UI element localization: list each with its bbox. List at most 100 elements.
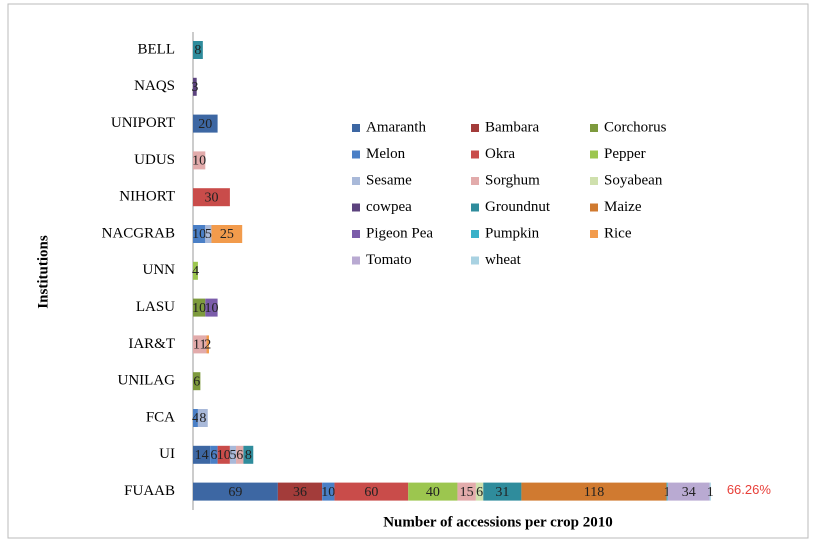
y-tick-label: UNILAG <box>118 373 176 389</box>
data-label: 10 <box>192 227 206 242</box>
legend-swatch <box>590 177 598 185</box>
y-tick-label: IAR&T <box>128 336 175 352</box>
legend-label: Pumpkin <box>485 225 540 241</box>
y-tick-label: UNIPORT <box>111 115 175 131</box>
data-label: 34 <box>682 485 696 500</box>
data-label: 5 <box>229 448 236 463</box>
legend-label: Amaranth <box>366 119 426 135</box>
bar-segment <box>193 114 218 133</box>
y-tick-label: NAQS <box>134 78 175 94</box>
legend-swatch <box>352 203 360 212</box>
data-label: 30 <box>204 190 218 205</box>
bar-segment <box>334 482 409 501</box>
y-tick-label: NACGRAB <box>102 225 175 241</box>
bar-segment <box>217 445 230 464</box>
data-label: 6 <box>236 448 243 463</box>
bar-segment <box>193 445 211 464</box>
data-label: 25 <box>220 227 234 242</box>
legend-swatch <box>471 256 479 265</box>
y-tick-label: UI <box>159 446 175 462</box>
data-label: 36 <box>293 485 307 500</box>
legend-label: Maize <box>604 199 642 215</box>
bar-segment <box>197 409 208 427</box>
legend-label: Okra <box>485 146 515 162</box>
data-label: 6 <box>210 448 217 463</box>
legend-swatch <box>471 230 479 238</box>
x-axis-title: Number of accessions per crop 2010 <box>383 514 613 530</box>
data-label: 15 <box>460 485 474 500</box>
bar-segment <box>206 335 209 354</box>
data-label: 3 <box>191 80 198 95</box>
legend-label: Sorghum <box>485 172 540 188</box>
bar-segment <box>408 482 458 501</box>
legend-swatch <box>352 124 360 132</box>
bar-segment <box>205 225 212 243</box>
bar-segment <box>211 225 243 243</box>
bar-segment <box>521 482 667 501</box>
legend-swatch <box>471 124 479 132</box>
bar-segment <box>193 77 197 96</box>
legend-label: Tomato <box>366 252 412 268</box>
data-label: 31 <box>495 485 509 500</box>
legend-label: Sesame <box>366 172 412 188</box>
bar-segment <box>666 482 668 501</box>
bar-segment <box>667 482 710 501</box>
legend-label: cowpea <box>366 199 412 215</box>
legend-label: Pigeon Pea <box>366 225 433 241</box>
legend-swatch <box>471 203 479 212</box>
legend-swatch <box>471 177 479 185</box>
legend-label: Corchorus <box>604 119 667 135</box>
data-label: 6 <box>476 485 483 500</box>
data-label: 1 <box>664 485 671 500</box>
y-tick-label: FCA <box>146 409 175 425</box>
y-tick-label: FUAAB <box>124 483 175 499</box>
bar-segment <box>193 41 203 59</box>
data-label: 2 <box>204 338 211 353</box>
data-label: 8 <box>194 43 201 58</box>
legend-label: Rice <box>604 225 632 241</box>
data-label: 8 <box>245 448 252 463</box>
legend-swatch <box>590 124 598 132</box>
legend-label: wheat <box>485 252 522 268</box>
bar-segment <box>709 482 711 501</box>
data-label: 6 <box>193 374 200 389</box>
annotation: 66.26% <box>727 482 772 497</box>
chart-frame <box>7 3 809 539</box>
data-label: 69 <box>228 485 242 500</box>
bar-segment <box>193 151 206 170</box>
data-label: 5 <box>205 227 212 242</box>
legend-label: Groundnut <box>485 199 551 215</box>
data-label: 10 <box>217 448 231 463</box>
bar-segment <box>193 298 206 317</box>
legend-swatch <box>590 203 598 212</box>
bar-segment <box>236 445 244 464</box>
legend-swatch <box>352 256 360 265</box>
bar-segment <box>193 225 206 243</box>
data-label: 10 <box>192 301 206 316</box>
bar-segment <box>322 482 335 501</box>
legend-label: Pepper <box>604 146 646 162</box>
data-label: 40 <box>426 485 440 500</box>
data-label: 4 <box>192 411 199 426</box>
legend-label: Bambara <box>485 119 539 135</box>
data-label: 10 <box>321 485 335 500</box>
legend-swatch <box>352 230 360 238</box>
y-axis-title: Institutions <box>35 235 51 309</box>
bar-segment <box>210 445 218 464</box>
bar-segment <box>205 298 218 317</box>
legend-swatch <box>590 150 598 159</box>
data-label: 11 <box>193 338 206 353</box>
bar-segment <box>193 409 198 427</box>
legend-label: Melon <box>366 146 406 162</box>
data-label: 118 <box>584 485 604 500</box>
bar-segment <box>193 261 198 280</box>
data-label: 1 <box>707 485 714 500</box>
bar-segment <box>229 445 237 464</box>
legend-swatch <box>352 150 360 159</box>
bar-segment <box>475 482 484 501</box>
y-tick-label: NIHORT <box>119 189 175 205</box>
data-label: 8 <box>199 411 206 426</box>
legend-label: Soyabean <box>604 172 663 188</box>
bar-segment <box>193 188 230 207</box>
